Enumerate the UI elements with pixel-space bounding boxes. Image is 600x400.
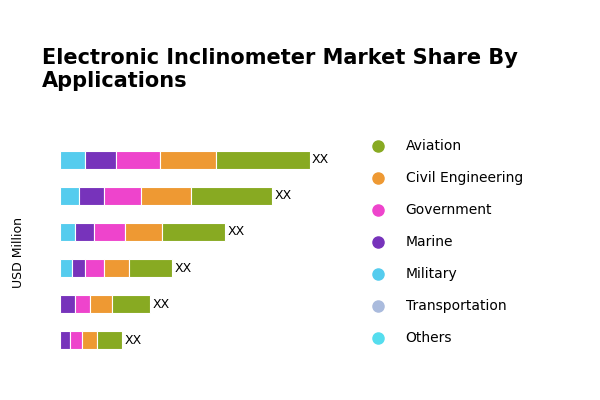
Bar	[128, 259, 172, 277]
Text: Civil Engineering: Civil Engineering	[406, 170, 523, 185]
Text: Military: Military	[406, 267, 457, 281]
Bar	[60, 151, 85, 169]
Bar	[82, 331, 97, 349]
Text: Electronic Inclinometer Market Share By
Applications: Electronic Inclinometer Market Share By …	[42, 48, 518, 91]
Bar	[79, 187, 104, 205]
Bar	[191, 187, 272, 205]
Bar	[60, 331, 70, 349]
Bar	[104, 259, 128, 277]
Bar	[73, 259, 85, 277]
Bar	[216, 151, 310, 169]
Text: XX: XX	[175, 262, 192, 274]
Text: XX: XX	[152, 298, 170, 310]
Bar	[116, 151, 160, 169]
Bar	[60, 295, 75, 313]
Bar	[160, 151, 216, 169]
Bar	[163, 223, 225, 241]
Text: XX: XX	[312, 153, 329, 166]
Bar	[97, 331, 122, 349]
Text: Aviation: Aviation	[406, 139, 462, 152]
Bar	[85, 151, 116, 169]
Bar	[85, 259, 104, 277]
Bar	[60, 223, 75, 241]
Text: Others: Others	[406, 330, 452, 344]
Bar	[90, 295, 112, 313]
Text: Government: Government	[406, 202, 492, 217]
Bar	[75, 223, 94, 241]
Bar	[141, 187, 191, 205]
Text: XX: XX	[275, 190, 292, 202]
Bar	[125, 223, 163, 241]
Bar	[94, 223, 125, 241]
Text: XX: XX	[125, 334, 142, 347]
Bar	[60, 187, 79, 205]
Bar	[104, 187, 141, 205]
Text: Transportation: Transportation	[406, 298, 506, 313]
Bar	[60, 259, 73, 277]
Text: XX: XX	[227, 226, 244, 238]
Bar	[70, 331, 82, 349]
Text: Marine: Marine	[406, 234, 453, 248]
Bar	[112, 295, 150, 313]
Bar	[75, 295, 90, 313]
Text: USD Million: USD Million	[11, 216, 25, 288]
